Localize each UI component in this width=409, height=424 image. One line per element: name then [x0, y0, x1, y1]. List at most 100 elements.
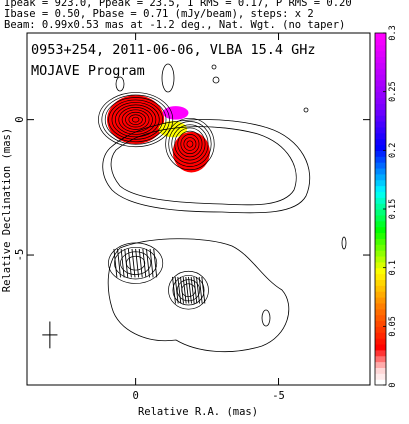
- colorbar: 0 0.05 0.1 0.15 0.2 0.25 0.3: [374, 25, 398, 388]
- colorbar-segment: [375, 226, 386, 234]
- colorbar-segment: [375, 38, 386, 46]
- colorbar-segment: [375, 214, 386, 222]
- plot-frame: [26, 32, 371, 386]
- noise-contour-0: [115, 76, 125, 92]
- header-line-3: Beam: 0.99x0.53 mas at -1.2 deg., Nat. W…: [4, 19, 346, 31]
- intensity-contour-1-1: [168, 121, 212, 167]
- frac-pol-vector: [146, 248, 150, 278]
- colorbar-segment: [375, 56, 386, 63]
- colorbar-segment: [375, 103, 386, 110]
- frac-pol-vector: [120, 248, 125, 278]
- colorbar-tick-label: 0.05: [388, 316, 398, 336]
- polarization-component-2: [162, 106, 189, 120]
- colorbar-segment: [375, 308, 386, 316]
- colorbar-segment: [375, 338, 386, 345]
- colorbar-segment: [375, 150, 386, 157]
- colorbar-segment: [375, 185, 386, 192]
- frac-pol-vector: [193, 276, 198, 304]
- frac-pol-vector: [142, 248, 147, 278]
- colorbar-segment: [375, 279, 386, 286]
- colorbar-segment: [375, 244, 386, 251]
- intensity-contour-1-3: [174, 127, 206, 161]
- x-tick-label: 0: [132, 390, 138, 402]
- y-axis-label: Relative Declination (mas): [1, 128, 13, 292]
- frac-pol-vector: [190, 276, 195, 304]
- colorbar-segment: [375, 50, 386, 58]
- colorbar-segment: [375, 220, 386, 228]
- plot-subtitle: MOJAVE Program: [31, 63, 145, 79]
- intensity-contour-0-5: [114, 104, 157, 135]
- frac-pol-vector: [172, 276, 176, 304]
- intensity-contour-1-7: [186, 140, 194, 148]
- colorbar-segment: [375, 179, 386, 187]
- noise-contour-3: [212, 76, 220, 84]
- intensity-contour-0-9: [128, 114, 143, 125]
- colorbar-segment: [375, 173, 386, 181]
- colorbar-segment: [375, 197, 386, 204]
- y-tick-label: 0: [14, 116, 26, 122]
- colorbar-segment: [375, 367, 386, 374]
- frac-pol-vector: [174, 276, 179, 304]
- noise-contour-6: [261, 309, 271, 327]
- colorbar-segment: [375, 261, 386, 269]
- colorbar-segment: [375, 44, 386, 52]
- colorbar-segment: [375, 343, 386, 351]
- colorbar-segment: [375, 115, 386, 122]
- colorbar-segment: [375, 121, 386, 128]
- plot-title: 0953+254, 2011-06-06, VLBA 15.4 GHz: [31, 42, 315, 58]
- frac-pol-outline: [107, 238, 290, 353]
- colorbar-segment: [375, 326, 386, 333]
- intensity-contour-0-3: [108, 99, 163, 140]
- frac-pol-vector: [188, 276, 192, 304]
- intensity-contours: [98, 92, 311, 214]
- colorbar-segment: [375, 332, 386, 339]
- frac-pol-vector: [185, 276, 190, 304]
- colorbar-segment: [375, 355, 386, 363]
- colorbar-segment: [375, 109, 386, 116]
- colorbar-segment: [375, 203, 386, 210]
- colorbar-segment: [375, 162, 386, 169]
- colorbar-segment: [375, 62, 386, 69]
- intensity-contour-0-10: [131, 116, 140, 123]
- colorbar-segment: [375, 285, 386, 292]
- frac-pol-vector: [149, 248, 154, 278]
- colorbar-segment: [375, 33, 386, 40]
- colorbar-segment: [375, 291, 386, 298]
- polarization-color-layer: [107, 95, 210, 173]
- frac-pol-vector: [135, 248, 140, 278]
- colorbar-segment: [375, 250, 386, 257]
- y-tick-label: -5: [14, 249, 26, 262]
- polarization-component-3: [172, 131, 210, 173]
- colorbar-segment: [375, 255, 386, 263]
- colorbar-segment: [375, 361, 386, 368]
- frac-pol-contour-1-0: [168, 270, 209, 310]
- polarization-component-1: [158, 121, 188, 138]
- axis-ticks: 0 -5 0 -5: [14, 33, 370, 402]
- colorbar-segment: [375, 132, 386, 140]
- frac-pol-vector: [198, 276, 203, 304]
- colorbar-tick-label: 0.2: [388, 143, 398, 158]
- colorbar-tick-label: 0: [388, 382, 398, 387]
- frac-pol-vector: [117, 248, 121, 278]
- noise-contour-5: [341, 236, 347, 250]
- intensity-contour-1-0: [165, 117, 215, 171]
- colorbar-segment: [375, 68, 386, 75]
- intensity-contour-0-8: [125, 111, 147, 128]
- intensity-contour-outer-1: [102, 119, 311, 214]
- frac-pol-vector: [201, 276, 206, 304]
- intensity-contour-1-2: [171, 124, 209, 164]
- intensity-contour-0-2: [104, 97, 167, 143]
- colorbar-segment: [375, 191, 386, 198]
- colorbar-segment: [375, 209, 386, 216]
- intensity-contour-1-6: [183, 137, 197, 151]
- colorbar-segment: [375, 349, 386, 357]
- colorbar-segment: [375, 232, 386, 239]
- colorbar-segment: [375, 91, 386, 99]
- frac-pol-vector: [153, 248, 158, 278]
- beam-marker: [42, 321, 58, 349]
- colorbar-segment: [375, 273, 386, 280]
- noise-contour-2: [211, 64, 217, 70]
- colorbar-segment: [375, 74, 386, 81]
- colorbar-tick-label: 0.3: [388, 25, 398, 40]
